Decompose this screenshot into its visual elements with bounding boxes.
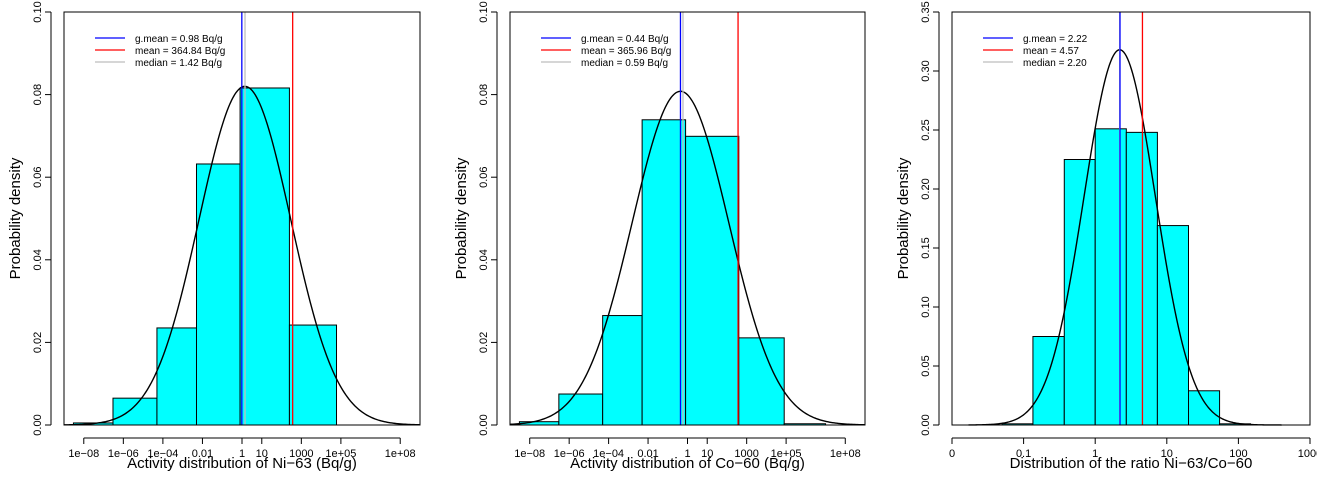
x-tick-label: 10 — [1161, 448, 1173, 460]
y-tick-label: 0.10 — [920, 296, 932, 317]
legend-label: mean = 4.57 — [1023, 46, 1079, 57]
fit-curve — [509, 90, 866, 426]
y-tick-label: 0.08 — [478, 84, 490, 105]
histogram-bar-5 — [738, 337, 785, 426]
y-tick-label: 0.10 — [478, 1, 490, 22]
x-tick-label: 1000 — [1298, 448, 1317, 460]
chart-panel-co60: 1e−08 1e−06 1e−04 0.01 1 10 1000 1e+05 1e+08 0.00… — [453, 1, 866, 472]
y-axis-title: Probability density — [453, 157, 470, 279]
x-tick-label: 1 — [239, 448, 245, 460]
fit-curve — [968, 49, 1282, 426]
y-tick-label: 0.10 — [32, 1, 44, 22]
y-tick-label: 0.20 — [920, 178, 932, 199]
plot-frame — [951, 11, 1311, 426]
histogram-bar-4 — [239, 87, 290, 426]
legend-label: g.mean = 2.22 — [1023, 34, 1088, 45]
legend-label: mean = 365.96 Bq/g — [581, 46, 671, 57]
histogram-bar-5 — [288, 324, 338, 426]
y-axis-title: Probability density — [895, 157, 912, 279]
y-axis-title: Probability density — [7, 157, 24, 279]
x-tick-label: 1e+05 — [325, 448, 356, 460]
y-tick-label: 0.06 — [32, 166, 44, 187]
histogram-bar-1 — [1032, 336, 1065, 426]
histogram-bar-1 — [558, 393, 604, 426]
x-tick-label: 1e−06 — [108, 448, 139, 460]
x-tick-label: 10 — [256, 448, 268, 460]
y-tick-label: 0.04 — [478, 249, 490, 270]
histogram-bar-2 — [1063, 159, 1096, 426]
x-tick-label: 1e−06 — [554, 448, 585, 460]
histogram-bar-4 — [685, 135, 740, 426]
chart-panel-ratio: 0 0.1 1 10 100 1000 0.00 0.05 0.10 0.15 0.20 0.25 0.… — [895, 1, 1317, 472]
histogram-bar-3 — [641, 119, 687, 426]
histogram-bar-3 — [1094, 128, 1127, 426]
chart-panel-ni63: 1e−08 1e−06 1e−04 0.01 1 10 1000 1e+05 1e+08 0.00… — [7, 1, 421, 472]
y-tick-label: 0.25 — [920, 119, 932, 140]
plot-frame — [509, 11, 866, 426]
x-tick-label: 1e+05 — [771, 448, 802, 460]
y-tick-label: 0.00 — [32, 414, 44, 435]
histogram-bar-6 — [1188, 390, 1221, 426]
legend-label: median = 1.42 Bq/g — [135, 58, 222, 69]
plot-frame — [63, 11, 421, 426]
x-tick-label: 1 — [1092, 448, 1098, 460]
x-tick-label: 1e−04 — [593, 448, 624, 460]
y-tick-label: 0.35 — [920, 1, 932, 22]
x-tick-label: 0.1 — [1016, 448, 1031, 460]
x-tick-label: 0.01 — [192, 448, 213, 460]
x-tick-label: 1e−04 — [147, 448, 178, 460]
histogram-bar-2 — [602, 315, 643, 426]
histogram-bar-1 — [112, 397, 158, 426]
histogram-bar-5 — [1156, 225, 1190, 426]
x-tick-label: 1e−08 — [514, 448, 545, 460]
legend-label: mean = 364.84 Bq/g — [135, 46, 225, 57]
x-axis-title: Activity distribution of Ni−63 (Bq/g) — [127, 455, 357, 472]
x-axis-title: Activity distribution of Co−60 (Bq/g) — [570, 455, 805, 472]
y-tick-label: 0.06 — [478, 166, 490, 187]
legend-label: median = 2.20 — [1023, 58, 1087, 69]
y-tick-label: 0.02 — [478, 332, 490, 353]
histogram-bar-2 — [156, 327, 198, 426]
x-axis-title: Distribution of the ratio Ni−63/Co−60 — [1010, 455, 1253, 472]
x-tick-label: 1000 — [734, 448, 758, 460]
x-tick-label: 0.01 — [637, 448, 658, 460]
y-tick-label: 0.08 — [32, 84, 44, 105]
y-tick-label: 0.30 — [920, 60, 932, 81]
x-tick-label: 1e+08 — [385, 448, 416, 460]
y-tick-label: 0.05 — [920, 355, 932, 376]
x-tick-label: 10 — [701, 448, 713, 460]
x-tick-label: 1e−08 — [68, 448, 99, 460]
x-tick-label: 1000 — [289, 448, 313, 460]
y-tick-label: 0.15 — [920, 237, 932, 258]
x-tick-label: 1e+08 — [830, 448, 861, 460]
legend-label: median = 0.59 Bq/g — [581, 58, 668, 69]
x-tick-label: 100 — [1229, 448, 1247, 460]
y-tick-label: 0.00 — [920, 414, 932, 435]
x-tick-label: 1 — [684, 448, 690, 460]
y-tick-label: 0.02 — [32, 332, 44, 353]
y-tick-label: 0.04 — [32, 249, 44, 270]
legend-label: g.mean = 0.44 Bq/g — [581, 34, 669, 45]
y-tick-label: 0.00 — [478, 414, 490, 435]
legend-label: g.mean = 0.98 Bq/g — [135, 34, 223, 45]
x-tick-label: 0 — [949, 448, 955, 460]
